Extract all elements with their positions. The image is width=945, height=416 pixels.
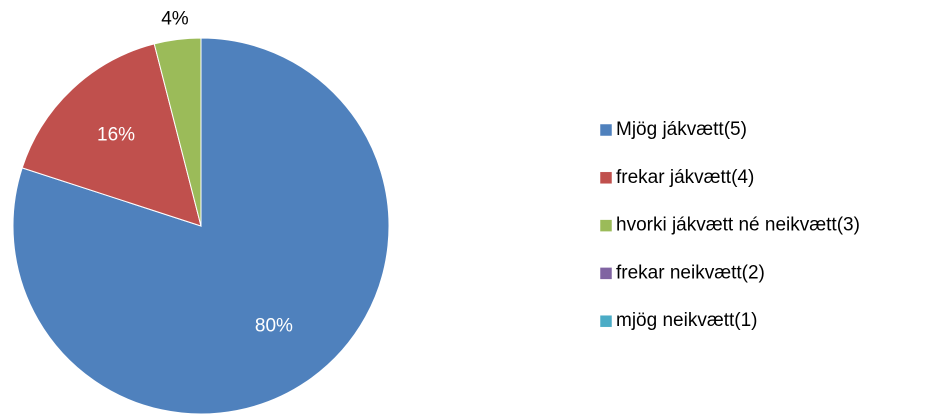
legend-swatch (599, 314, 613, 328)
legend-swatch (599, 267, 613, 280)
data-label: 4% (161, 9, 189, 30)
legend-label: hvorki jákvætt né neikvætt(3) (616, 215, 860, 236)
data-label: 80% (255, 315, 293, 336)
legend-label: mjög neikvætt(1) (616, 310, 758, 331)
legend-label: frekar neikvætt(2) (616, 262, 765, 283)
legend-label: frekar jákvætt(4) (616, 167, 754, 188)
legend-swatch (599, 123, 613, 137)
legend-swatch (599, 171, 613, 185)
legend-label: Mjög jákvætt(5) (616, 119, 747, 140)
data-label: 16% (97, 125, 135, 146)
pie-slice (21, 43, 202, 227)
legend-swatch (599, 219, 613, 232)
